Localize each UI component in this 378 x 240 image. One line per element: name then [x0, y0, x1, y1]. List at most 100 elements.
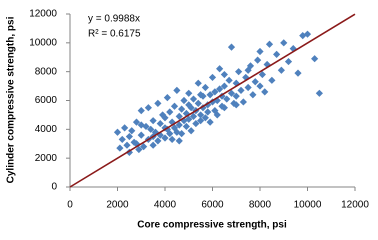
point: [315, 89, 323, 97]
point: [185, 89, 193, 97]
point: [204, 108, 212, 116]
point: [244, 66, 252, 74]
point: [237, 86, 245, 95]
point: [189, 95, 198, 103]
y-tick-label: 10000: [29, 37, 57, 48]
trendline: [69, 13, 356, 188]
point: [197, 111, 205, 119]
point: [192, 119, 200, 128]
point: [168, 118, 176, 126]
point: [163, 94, 171, 102]
point: [284, 57, 293, 66]
point: [154, 137, 162, 145]
point: [220, 104, 228, 112]
y-tick-label: 4000: [35, 124, 58, 135]
point: [197, 91, 205, 99]
point: [261, 88, 269, 96]
point: [137, 106, 145, 115]
point: [265, 40, 274, 48]
point: [123, 141, 131, 149]
point: [149, 141, 157, 149]
point: [180, 96, 188, 105]
annotation: y = 0.9988x: [88, 14, 140, 25]
point: [161, 114, 169, 122]
point: [175, 121, 183, 129]
point: [187, 127, 195, 135]
point: [194, 79, 202, 87]
point: [220, 70, 228, 79]
point: [161, 134, 169, 142]
point: [132, 118, 141, 126]
point: [230, 99, 238, 107]
point: [232, 92, 240, 100]
point: [249, 91, 257, 99]
x-tick-label: 6000: [201, 200, 224, 211]
point: [239, 98, 247, 106]
x-axis-title: Core compressive strength, psi: [137, 220, 287, 231]
point: [216, 85, 224, 93]
point: [180, 117, 188, 125]
y-tick-label: 8000: [35, 66, 58, 77]
point: [147, 125, 155, 133]
point: [294, 69, 302, 77]
point: [185, 101, 193, 109]
point: [182, 122, 190, 131]
point: [135, 145, 143, 154]
point: [201, 114, 209, 122]
point: [189, 112, 198, 120]
point: [121, 124, 129, 132]
point: [213, 96, 221, 105]
point: [251, 78, 259, 86]
point: [213, 111, 221, 119]
annotation: R² = 0.6175: [88, 29, 141, 40]
point: [277, 66, 285, 74]
point: [303, 30, 312, 38]
point: [137, 121, 145, 129]
point: [118, 135, 126, 144]
y-tick-label: 2000: [35, 153, 58, 164]
point: [185, 115, 193, 123]
point: [128, 127, 136, 135]
point: [175, 137, 183, 145]
point: [178, 130, 186, 138]
point: [201, 83, 209, 92]
point: [220, 82, 228, 90]
point: [223, 95, 231, 103]
point: [235, 68, 243, 76]
x-tick-label: 0: [67, 200, 73, 211]
x-tick-label: 2000: [106, 200, 129, 211]
point: [113, 128, 122, 136]
point: [256, 82, 264, 90]
y-tick-label: 6000: [35, 95, 58, 106]
y-axis-title: Cylinder compressive strength, psi: [6, 16, 17, 183]
point: [194, 99, 202, 107]
point: [254, 56, 262, 64]
point: [208, 98, 217, 106]
point: [170, 102, 179, 110]
point: [273, 50, 281, 58]
point: [154, 99, 162, 107]
point: [242, 73, 250, 82]
point: [280, 39, 288, 47]
point: [166, 130, 174, 138]
point: [227, 43, 236, 51]
point: [168, 135, 176, 144]
x-tick-label: 10000: [294, 200, 322, 211]
point: [149, 117, 157, 125]
point: [208, 73, 217, 82]
point: [206, 118, 214, 126]
y-tick-label: 0: [51, 182, 57, 193]
point: [178, 105, 186, 113]
point: [173, 86, 181, 95]
x-tick-label: 8000: [249, 200, 272, 211]
point: [156, 119, 164, 128]
point: [227, 89, 236, 97]
y-tick-label: 12000: [29, 9, 57, 20]
point: [258, 70, 266, 79]
point: [197, 117, 205, 125]
point: [175, 112, 183, 120]
point: [244, 83, 252, 92]
point: [232, 101, 240, 109]
point: [216, 65, 224, 73]
